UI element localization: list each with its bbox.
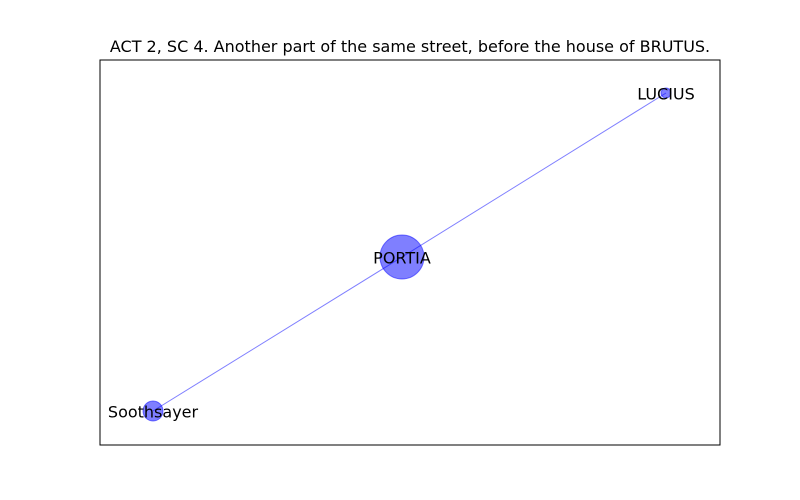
node-soothsayer (142, 400, 164, 422)
figure-title: ACT 2, SC 4. Another part of the same st… (110, 37, 710, 56)
node-portia (379, 234, 425, 280)
nodes-layer (142, 87, 672, 422)
labels-layer: PORTIA LUCIUS Soothsayer (108, 85, 695, 422)
node-label-portia: PORTIA (373, 249, 431, 268)
edges-layer (152, 92, 667, 412)
edge-portia-soothsayer (152, 256, 403, 412)
node-label-lucius: LUCIUS (637, 85, 695, 104)
node-label-soothsayer: Soothsayer (108, 403, 199, 422)
node-lucius (660, 87, 672, 99)
edge-portia-lucius (401, 92, 667, 258)
